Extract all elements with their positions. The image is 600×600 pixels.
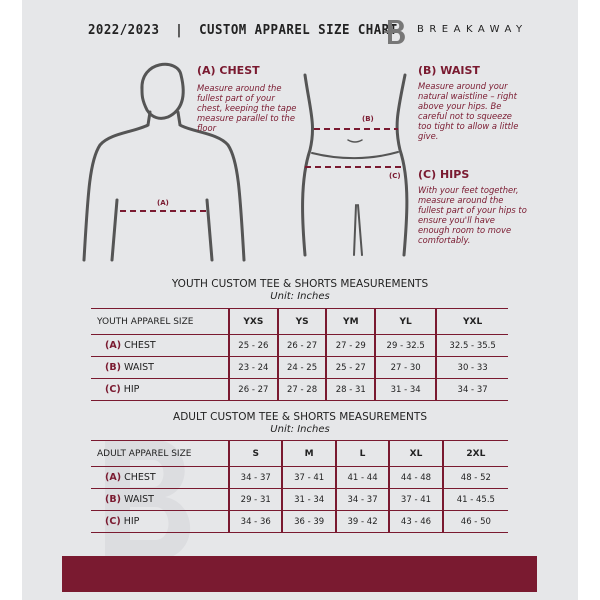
table-cell: 43 - 46 [388,510,443,533]
table-cell: 39 - 42 [334,510,390,533]
waist-heading: (B) WAIST [418,64,480,77]
row-name: HIP [123,516,140,527]
table-cell: 28 - 31 [325,378,376,401]
adult-unit: Unit: Inches [270,424,330,435]
table-cell: 25 - 27 [325,356,376,379]
adult-size-table: ADULT APPAREL SIZE S M L XL 2XL (A) CHEST 34 - … [91,440,508,533]
youth-size-table: YOUTH APPAREL SIZE YXS YS YM YL YXL (A) CHEST 2… [91,308,508,401]
table-cell: 31 - 34 [281,488,336,511]
header-cell: L [334,440,390,467]
header-cell: XL [388,440,443,467]
upper-body-figure [82,62,246,262]
table-row: (A) CHEST 34 - 37 37 - 41 41 - 44 44 - 48 48 … [91,466,508,489]
table-row: (C) HIP 26 - 27 27 - 28 28 - 31 31 - 34 34 - … [91,378,508,401]
table-cell: 46 - 50 [441,510,508,533]
table-cell: 30 - 33 [435,356,508,379]
header-cell: YM [325,308,376,335]
table-cell: 29 - 31 [227,488,283,511]
youth-table-title: YOUTH CUSTOM TEE & SHORTS MEASUREMENTS [171,278,429,290]
table-cell: 23 - 24 [228,356,278,379]
header-cell: S [227,440,283,467]
chest-heading: (A) CHEST [197,64,260,77]
row-name: WAIST [123,494,154,505]
table-cell: 29 - 32.5 [374,334,437,357]
table-cell: 36 - 39 [281,510,336,533]
table-row: (B) WAIST 23 - 24 24 - 25 25 - 27 27 - 30 30 … [91,356,508,379]
footer-bar [62,556,537,592]
table-row: (A) CHEST 25 - 26 26 - 27 27 - 29 29 - 32.5 3… [91,334,508,357]
table-cell: 32.5 - 35.5 [435,334,508,357]
table-header-row: YOUTH APPAREL SIZE YXS YS YM YL YXL [91,308,508,335]
table-header-row: ADULT APPAREL SIZE S M L XL 2XL [91,440,508,467]
table-cell: 34 - 37 [334,488,390,511]
lower-body-figure [301,73,409,257]
table-cell: 34 - 36 [227,510,283,533]
row-label: (A) CHEST [91,467,229,489]
watermark-logo [105,440,191,560]
row-label: (C) HIP [91,511,229,533]
table-cell: 25 - 26 [228,334,278,357]
waist-marker: (B) [362,115,374,123]
row-code: (C) [105,516,121,527]
hips-description: With your feet together, measure around … [418,185,527,245]
hips-heading: (C) HIPS [418,168,470,181]
table-cell: 41 - 44 [334,466,390,489]
table-cell: 34 - 37 [435,378,508,401]
row-code: (C) [105,384,121,395]
table-cell: 27 - 28 [276,378,327,401]
row-code: (B) [105,494,121,505]
header-cell: 2XL [441,440,508,467]
table-cell: 37 - 41 [388,488,443,511]
hip-marker: (C) [389,172,401,180]
youth-unit: Unit: Inches [270,291,330,302]
header-cell: YXS [228,308,278,335]
header-cell: ADULT APPAREL SIZE [97,448,192,459]
table-cell: 34 - 37 [227,466,283,489]
brand-name: BREAKAWAY [417,24,528,35]
table-cell: 41 - 45.5 [441,488,508,511]
row-label: (A) CHEST [91,335,229,357]
brand-logo [384,20,405,44]
table-cell: 27 - 30 [374,356,437,379]
row-name: CHEST [124,340,156,351]
row-label: (B) WAIST [91,489,229,511]
row-code: (A) [105,472,122,483]
header-cell: YXL [435,308,508,335]
table-cell: 37 - 41 [281,466,336,489]
row-name: WAIST [123,362,154,373]
table-cell: 44 - 48 [388,466,443,489]
row-code: (A) [105,340,122,351]
chest-marker: (A) [157,199,169,207]
row-label: (C) HIP [91,379,229,401]
adult-table-title: ADULT CUSTOM TEE & SHORTS MEASUREMENTS [173,411,427,423]
page-title: 2022/2023 | CUSTOM APPAREL SIZE CHART [88,22,398,38]
table-cell: 48 - 52 [441,466,508,489]
row-name: CHEST [124,472,156,483]
header-cell: YS [276,308,327,335]
header-cell: YL [374,308,437,335]
table-cell: 24 - 25 [276,356,327,379]
table-row: (B) WAIST 29 - 31 31 - 34 34 - 37 37 - 41 41 … [91,488,508,511]
table-row: (C) HIP 34 - 36 36 - 39 39 - 42 43 - 46 46 - … [91,510,508,533]
table-cell: 27 - 29 [325,334,376,357]
chest-description: Measure around the fullest part of your … [197,83,297,133]
table-cell: 26 - 27 [228,378,278,401]
table-cell: 31 - 34 [374,378,437,401]
row-name: HIP [123,384,140,395]
header-cell: YOUTH APPAREL SIZE [97,316,194,327]
waist-description: Measure around your natural waistline – … [418,81,519,141]
row-label: (B) WAIST [91,357,229,379]
header-cell: M [281,440,336,467]
row-code: (B) [105,362,121,373]
table-cell: 26 - 27 [276,334,327,357]
body-diagrams [82,62,409,262]
